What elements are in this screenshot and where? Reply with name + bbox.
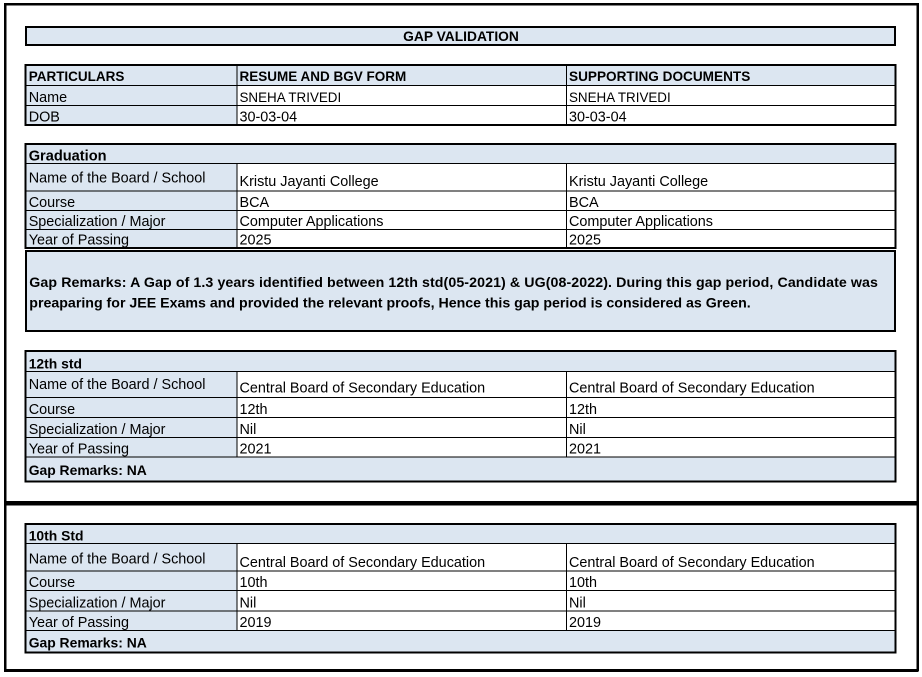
svg-text:BCA: BCA <box>569 195 599 211</box>
svg-text:30-03-04: 30-03-04 <box>240 109 298 125</box>
svg-text:Kristu Jayanti College: Kristu Jayanti College <box>240 174 379 190</box>
svg-text:Kristu Jayanti College: Kristu Jayanti College <box>569 174 708 190</box>
svg-text:Name of the Board / School: Name of the Board / School <box>29 552 206 568</box>
svg-text:Specialization / Major: Specialization / Major <box>29 422 166 438</box>
svg-text:Central Board of Secondary Edu: Central Board of Secondary Education <box>240 555 486 571</box>
svg-text:SUPPORTING DOCUMENTS: SUPPORTING DOCUMENTS <box>569 69 750 84</box>
svg-text:GAP VALIDATION: GAP VALIDATION <box>403 29 519 44</box>
svg-text:DOB: DOB <box>29 109 60 125</box>
svg-text:Specialization / Major: Specialization / Major <box>29 596 166 612</box>
svg-text:Nil: Nil <box>240 422 257 438</box>
svg-text:12th: 12th <box>240 402 268 418</box>
svg-text:Course: Course <box>29 195 75 211</box>
svg-text:Name of the Board / School: Name of the Board / School <box>29 171 206 187</box>
svg-text:Year of Passing: Year of Passing <box>29 615 129 631</box>
svg-text:12th: 12th <box>569 402 597 418</box>
svg-text:Graduation: Graduation <box>29 149 107 165</box>
svg-text:Course: Course <box>29 575 75 591</box>
svg-text:Course: Course <box>29 402 75 418</box>
svg-text:12th std: 12th std <box>29 356 82 372</box>
svg-text:30-03-04: 30-03-04 <box>569 109 627 125</box>
svg-text:PARTICULARS: PARTICULARS <box>29 69 125 84</box>
svg-text:2019: 2019 <box>240 615 272 631</box>
svg-text:2025: 2025 <box>240 232 272 248</box>
svg-text:Central Board of Secondary Edu: Central Board of Secondary Education <box>569 381 815 397</box>
svg-text:BCA: BCA <box>240 195 270 211</box>
svg-text:10th: 10th <box>569 575 597 591</box>
svg-text:2025: 2025 <box>569 232 601 248</box>
svg-text:2021: 2021 <box>240 442 272 458</box>
svg-text:Specialization / Major: Specialization / Major <box>29 214 166 230</box>
svg-text:10th: 10th <box>240 575 268 591</box>
svg-text:Central Board of Secondary Edu: Central Board of Secondary Education <box>569 555 815 571</box>
svg-text:Name: Name <box>29 90 67 106</box>
svg-text:Nil: Nil <box>569 596 586 612</box>
svg-text:Central Board of Secondary Edu: Central Board of Secondary Education <box>240 381 486 397</box>
svg-text:2021: 2021 <box>569 442 601 458</box>
svg-text:10th Std: 10th Std <box>29 528 84 544</box>
svg-text:Gap Remarks: NA: Gap Remarks: NA <box>29 634 147 650</box>
svg-text:2019: 2019 <box>569 615 601 631</box>
svg-text:Computer Applications: Computer Applications <box>240 214 384 230</box>
svg-text:Gap Remarks: A Gap of 1.3 year: Gap Remarks: A Gap of 1.3 years identifi… <box>29 275 878 291</box>
svg-text:Gap Remarks: NA: Gap Remarks: NA <box>29 462 147 478</box>
svg-text:RESUME AND BGV FORM: RESUME AND BGV FORM <box>240 69 407 84</box>
svg-text:SNEHA TRIVEDI: SNEHA TRIVEDI <box>240 90 342 105</box>
svg-text:Year of Passing: Year of Passing <box>29 442 129 458</box>
svg-text:Name of the Board / School: Name of the Board / School <box>29 377 206 393</box>
svg-text:Year of Passing: Year of Passing <box>29 232 129 248</box>
svg-text:preaparing for JEE Exams and p: preaparing for JEE Exams and provided th… <box>29 295 750 311</box>
svg-text:Nil: Nil <box>240 596 257 612</box>
svg-text:Nil: Nil <box>569 422 586 438</box>
svg-text:Computer Applications: Computer Applications <box>569 214 713 230</box>
svg-text:SNEHA TRIVEDI: SNEHA TRIVEDI <box>569 90 671 105</box>
